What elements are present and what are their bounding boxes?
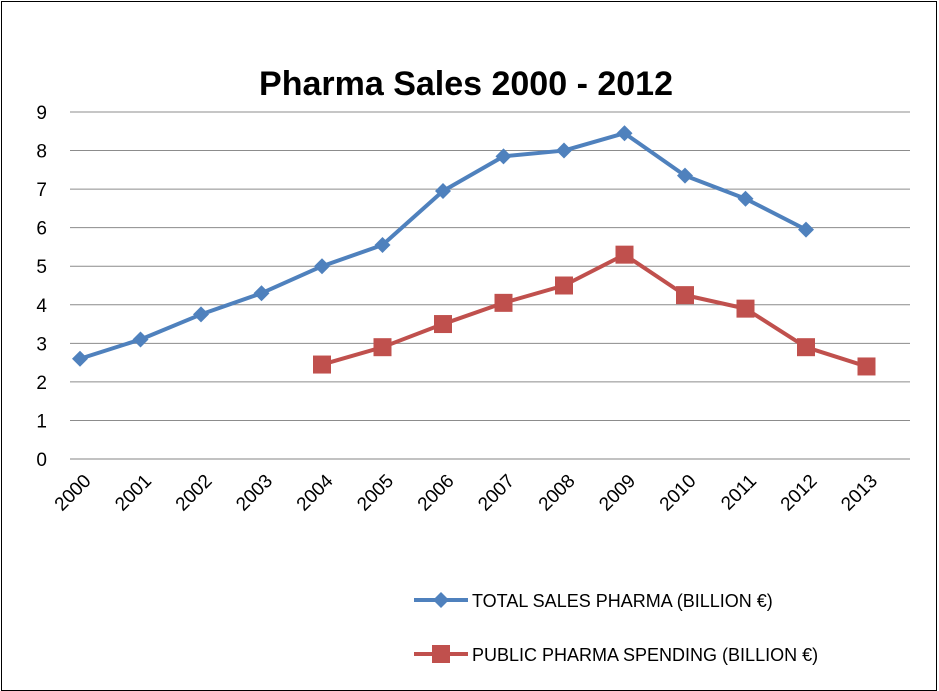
data-point — [555, 276, 573, 295]
data-point — [193, 306, 209, 323]
x-tick-label: 2011 — [717, 471, 761, 515]
legend-marker — [433, 592, 449, 608]
data-point — [374, 237, 391, 254]
data-point — [616, 125, 633, 142]
data-point — [72, 350, 88, 367]
y-tick-label: 2 — [36, 373, 47, 394]
x-tick-label: 2012 — [777, 471, 822, 516]
x-tick-label: 2000 — [51, 471, 96, 516]
data-point — [676, 286, 694, 305]
series — [72, 125, 876, 376]
data-point — [494, 293, 513, 312]
x-tick-label: 2008 — [535, 471, 580, 516]
data-point — [798, 221, 814, 238]
x-tick-label: 2004 — [293, 470, 338, 515]
y-tick-label: 9 — [36, 103, 47, 124]
legend-item: PUBLIC PHARMA SPENDING (BILLION €) — [414, 645, 818, 665]
x-tick-label: 2010 — [656, 471, 701, 516]
chart: Pharma Sales 2000 - 2012 0 1 2 3 4 5 6 7 8 9 2000… — [36, 65, 910, 665]
x-tick-label: 2007 — [474, 471, 519, 516]
y-tick-label: 8 — [36, 142, 47, 163]
y-tick-label: 3 — [36, 334, 47, 355]
data-point — [677, 167, 693, 184]
x-tick-label: 2002 — [172, 471, 217, 516]
y-tick-label: 4 — [36, 296, 47, 317]
y-axis-ticks: 0 1 2 3 4 5 6 7 8 9 — [36, 103, 47, 471]
legend-marker — [432, 645, 450, 663]
x-tick-label: 2013 — [837, 471, 882, 516]
x-tick-label: 2009 — [595, 471, 640, 516]
data-point — [736, 299, 755, 318]
y-tick-label: 7 — [36, 180, 47, 201]
series-line — [321, 252, 868, 369]
x-tick-label: 2003 — [232, 471, 277, 516]
gridlines — [70, 111, 910, 460]
y-tick-label: 0 — [36, 450, 47, 471]
x-tick-label: 2006 — [414, 471, 459, 516]
x-axis-ticks: 2000 2001 2002 2003 2004 2005 2006 2007 2008 2009… — [51, 470, 882, 515]
data-point — [857, 357, 876, 376]
legend-label: PUBLIC PHARMA SPENDING (BILLION €) — [472, 645, 818, 665]
data-point — [495, 148, 512, 165]
data-point — [132, 331, 149, 348]
series-1 — [72, 125, 814, 367]
legend-label: TOTAL SALES PHARMA (BILLION €) — [472, 591, 773, 611]
data-point — [373, 338, 392, 357]
series-2 — [313, 245, 876, 376]
data-point — [313, 355, 331, 374]
data-point — [314, 258, 330, 275]
data-point — [253, 285, 270, 302]
data-point — [435, 183, 451, 200]
chart-title: Pharma Sales 2000 - 2012 — [259, 65, 673, 103]
legend-item: TOTAL SALES PHARMA (BILLION €) — [414, 591, 773, 611]
data-point — [434, 315, 452, 334]
y-tick-label: 5 — [36, 257, 47, 278]
data-point — [615, 245, 634, 264]
x-tick-label: 2001 — [111, 471, 156, 516]
y-tick-label: 6 — [36, 219, 47, 240]
data-point — [737, 190, 754, 207]
legend: TOTAL SALES PHARMA (BILLION €) PUBLIC PHA… — [414, 591, 818, 665]
data-point — [556, 142, 572, 159]
y-tick-label: 1 — [36, 411, 47, 432]
data-point — [797, 338, 815, 357]
x-tick-label: 2005 — [353, 471, 398, 516]
